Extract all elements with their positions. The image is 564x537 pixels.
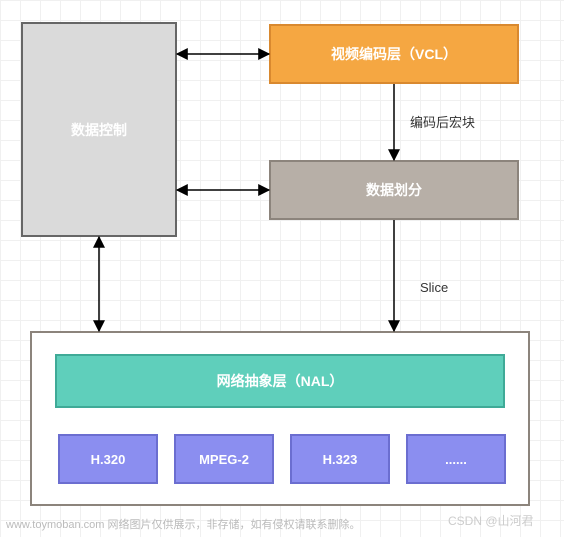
nal-node: 网络抽象层（NAL） [55,354,505,408]
control-label: 数据控制 [71,120,127,140]
vcl-node: 视频编码层（VCL） [269,24,519,84]
vcl-label: 视频编码层（VCL） [331,44,457,64]
h323-label: H.323 [323,452,358,467]
watermark-right: CSDN @山河君 [448,512,534,529]
edge-label-slice: Slice [420,280,448,295]
partition-node: 数据划分 [269,160,519,220]
mpeg2-label: MPEG-2 [199,452,249,467]
watermark-left: www.toymoban.com 网络图片仅供展示，非存储，如有侵权请联系删除。 [6,516,360,532]
nal-label: 网络抽象层（NAL） [217,371,344,391]
control-node: 数据控制 [21,22,177,237]
more-node: ...... [406,434,506,484]
more-label: ...... [445,452,467,467]
mpeg2-node: MPEG-2 [174,434,274,484]
h320-label: H.320 [91,452,126,467]
h323-node: H.323 [290,434,390,484]
partition-label: 数据划分 [366,180,422,200]
h320-node: H.320 [58,434,158,484]
edge-label-encode: 编码后宏块 [410,112,475,131]
